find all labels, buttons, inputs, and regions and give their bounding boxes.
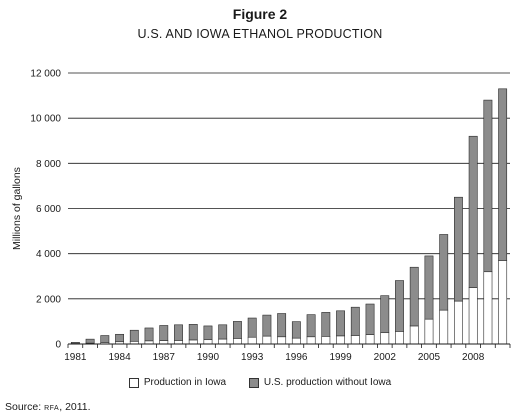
bar-iowa: [321, 336, 331, 345]
bar-us-without-iowa: [233, 321, 242, 339]
y-tick-label: 4 000: [36, 249, 61, 260]
bar-iowa: [365, 334, 375, 345]
bar-us-without-iowa: [380, 295, 390, 334]
bar-iowa: [439, 309, 449, 345]
x-tick-label: 2002: [374, 352, 397, 363]
bar-us-without-iowa: [70, 342, 80, 344]
stacked-bar-chart: 0 2 000 4 000 6 000 8 000 10 000 12 000 Million…: [11, 69, 511, 363]
bar-iowa: [306, 336, 316, 345]
y-tick-label: 10 000: [30, 114, 61, 125]
x-tick-label: 1990: [197, 352, 220, 363]
legend-item-us: U.S. production without Iowa: [248, 377, 392, 388]
chart-title: U.S. AND IOWA ETHANOL PRODUCTION: [137, 27, 383, 41]
bar-us-without-iowa: [395, 280, 404, 332]
bar-us-without-iowa: [203, 325, 213, 341]
y-tick-label: 6 000: [36, 204, 61, 215]
bar-iowa: [203, 339, 213, 345]
bar-us-without-iowa: [115, 333, 124, 343]
bar-us-without-iowa: [291, 321, 301, 339]
y-tick-label: 0: [55, 340, 61, 351]
figure-label: Figure 2: [232, 6, 288, 22]
bar-iowa: [218, 338, 228, 345]
bar-iowa: [262, 335, 272, 345]
y-tick-label: 12 000: [30, 69, 61, 80]
bar-us-without-iowa: [306, 314, 316, 338]
x-tick-label: 1984: [108, 352, 131, 363]
bar-us-without-iowa: [365, 303, 375, 335]
bar-us-without-iowa: [188, 324, 198, 341]
source-note: Source: RFA, 2011.: [5, 401, 91, 413]
legend-item-iowa: Production in Iowa: [128, 377, 227, 388]
bar-iowa: [424, 318, 434, 345]
bar-iowa: [247, 336, 257, 345]
bar-iowa: [336, 335, 345, 345]
bar-iowa: [188, 339, 198, 345]
x-tick-label: 1999: [329, 352, 352, 363]
legend: Production in Iowa U.S. production witho…: [0, 377, 520, 391]
bar-us-without-iowa: [159, 325, 169, 341]
bar-iowa: [380, 332, 390, 345]
bar-iowa: [233, 338, 242, 345]
bar-iowa: [483, 271, 493, 345]
y-tick-label: 8 000: [36, 159, 61, 170]
bar-us-without-iowa: [454, 196, 463, 302]
bar-us-without-iowa: [218, 324, 228, 340]
bar-us-without-iowa: [100, 335, 110, 343]
bar-iowa: [174, 340, 183, 345]
bar-iowa: [395, 331, 404, 345]
source-org: RFA: [44, 401, 60, 413]
bar-us-without-iowa: [439, 234, 449, 311]
bar-us-without-iowa: [424, 255, 434, 320]
x-tick-label: 2008: [462, 352, 485, 363]
bar-us-without-iowa: [262, 314, 272, 337]
bar-iowa: [409, 325, 419, 345]
bar-us-without-iowa: [409, 266, 419, 327]
bar-us-without-iowa: [468, 135, 478, 288]
bar-iowa: [159, 340, 169, 345]
bar-us-without-iowa: [483, 99, 493, 273]
source-prefix: Source:: [5, 401, 45, 413]
x-tick-label: 2005: [418, 352, 441, 363]
bar-iowa: [291, 337, 301, 345]
bar-iowa: [277, 336, 287, 345]
legend-label-us: U.S. production without Iowa: [263, 377, 392, 388]
bar-us-without-iowa: [247, 317, 257, 338]
legend-swatch-iowa: [128, 377, 139, 388]
bar-us-without-iowa: [174, 324, 183, 341]
x-tick-label: 1996: [285, 352, 308, 363]
y-tick-label: 2 000: [36, 294, 61, 305]
bar-iowa: [350, 335, 360, 345]
bar-us-without-iowa: [144, 327, 154, 342]
bar-iowa: [498, 260, 508, 345]
bar-us-without-iowa: [277, 313, 287, 338]
y-axis-label: Millions of gallons: [11, 167, 23, 250]
bar-us-without-iowa: [321, 312, 331, 337]
bar-us-without-iowa: [336, 310, 345, 337]
bar-us-without-iowa: [85, 338, 95, 344]
legend-label-iowa: Production in Iowa: [143, 377, 227, 388]
bar-iowa: [454, 300, 463, 345]
bar-us-without-iowa: [350, 306, 360, 336]
legend-swatch-us: [248, 377, 259, 388]
x-tick-label: 1981: [64, 352, 87, 363]
x-tick-label: 1987: [153, 352, 176, 363]
bar-us-without-iowa: [498, 88, 508, 261]
source-suffix: , 2011.: [59, 401, 91, 413]
bar-us-without-iowa: [129, 329, 139, 342]
x-tick-label: 1993: [241, 352, 264, 363]
bar-iowa: [468, 287, 478, 345]
